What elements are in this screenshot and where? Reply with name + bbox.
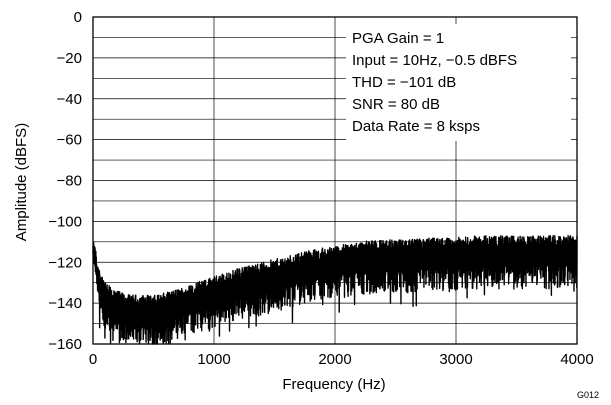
y-tick-label: 0 xyxy=(74,9,82,26)
plot-border xyxy=(92,16,578,345)
y-tick-label: −140 xyxy=(48,295,82,312)
y-tick-label: −160 xyxy=(48,336,82,353)
x-tick-label: 3000 xyxy=(439,351,472,368)
plot-frame xyxy=(92,16,578,345)
annotation-line: THD = −101 dB xyxy=(352,74,456,91)
series-layer xyxy=(92,235,578,345)
spectrum-line xyxy=(92,235,578,345)
y-tick-label: −80 xyxy=(57,173,82,190)
x-axis-label: Frequency (Hz) xyxy=(282,376,385,393)
y-tick-label: −40 xyxy=(57,91,82,108)
y-tick-label: −120 xyxy=(48,254,82,271)
annotation-line: Input = 10Hz, −0.5 dBFS xyxy=(352,52,517,69)
figure-code: G012 xyxy=(577,390,599,400)
y-tick-label: −60 xyxy=(57,132,82,149)
x-tick-label: 0 xyxy=(89,351,97,368)
annotation-box xyxy=(346,24,571,141)
annotation-line: SNR = 80 dB xyxy=(352,96,440,113)
annotation-line: PGA Gain = 1 xyxy=(352,30,444,47)
x-tick-label: 1000 xyxy=(197,351,230,368)
annotations: PGA Gain = 1 Input = 10Hz, −0.5 dBFS THD =… xyxy=(352,30,517,135)
annotation-background xyxy=(346,24,571,141)
ticks: 0 −20 −40 −60 −80 −100 −120 −140 −160 0 1000 2000 30… xyxy=(48,9,593,368)
annotation-line: Data Rate = 8 ksps xyxy=(352,118,480,135)
x-tick-label: 4000 xyxy=(560,351,593,368)
y-tick-label: −20 xyxy=(57,50,82,67)
x-tick-label: 2000 xyxy=(318,351,351,368)
y-axis-label: Amplitude (dBFS) xyxy=(13,123,30,241)
y-tick-label: −100 xyxy=(48,213,82,230)
